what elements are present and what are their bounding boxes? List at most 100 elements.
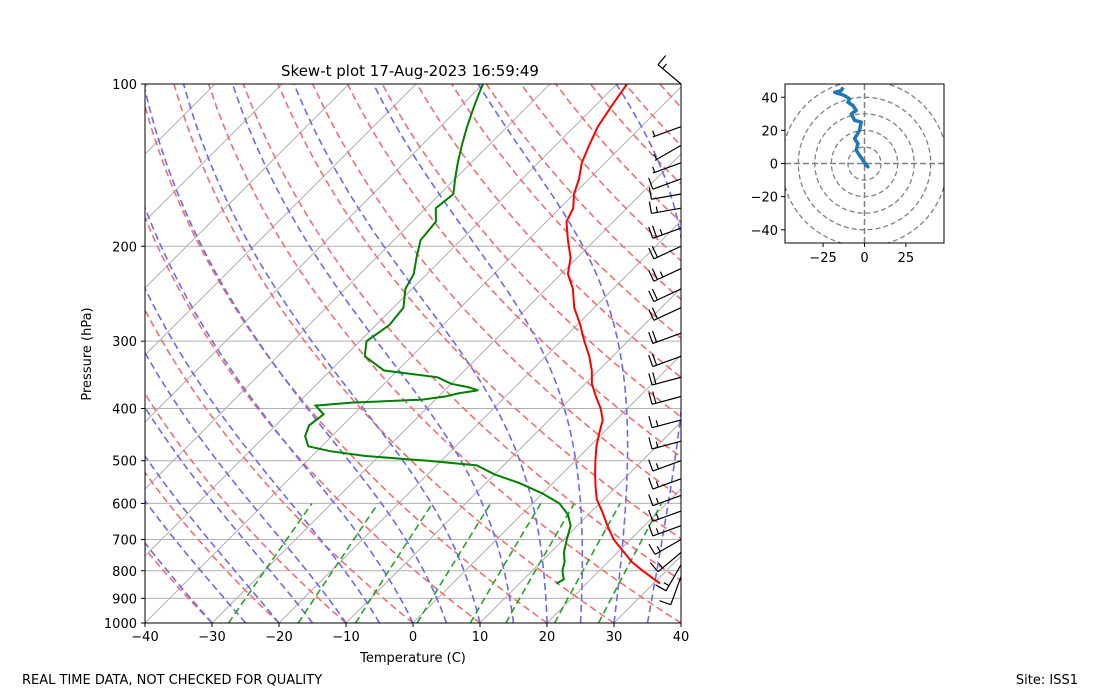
barb-shaft xyxy=(652,227,682,239)
y-tick-label: 900 xyxy=(112,592,137,607)
wind-barb xyxy=(657,55,682,85)
wind-barb xyxy=(659,576,682,606)
y-tick-label: 100 xyxy=(112,78,137,93)
quality-note: REAL TIME DATA, NOT CHECKED FOR QUALITY xyxy=(22,673,323,688)
wind-barb xyxy=(648,372,682,386)
mixing-ratio-line xyxy=(597,503,663,623)
barb-shaft xyxy=(651,419,682,429)
wind-barb xyxy=(648,353,682,368)
barb-shaft xyxy=(651,376,682,386)
skew-t-y-ticks: 1000 900 800 700 600 500 400 300 200 100 xyxy=(104,78,145,632)
barb-flag xyxy=(648,543,656,555)
x-axis-label: Temperature (C) xyxy=(359,651,466,666)
barb-shaft xyxy=(665,564,682,592)
moist-adiabat xyxy=(145,351,347,623)
dry-adiabat xyxy=(145,215,481,623)
hodograph-series xyxy=(832,86,870,169)
wind-barb xyxy=(652,126,682,138)
mixing-ratio-line xyxy=(416,502,492,623)
barb-half-flag xyxy=(656,546,661,552)
isotherm-line xyxy=(145,84,283,222)
dry-adiabat xyxy=(145,471,280,623)
wind-barb xyxy=(652,162,682,174)
dry-adiabat xyxy=(589,84,681,186)
barb-shaft xyxy=(657,64,682,85)
isotherm-line xyxy=(278,220,681,623)
dry-adiabat xyxy=(555,84,681,224)
hodo-y-tick-label: 40 xyxy=(761,91,778,106)
temperature-profile xyxy=(565,84,661,585)
barb-shaft xyxy=(652,126,682,138)
hodo-y-tick-label: 0 xyxy=(770,158,778,173)
barb-flag xyxy=(651,288,658,301)
moist-adiabat xyxy=(477,84,629,623)
moist-adiabat xyxy=(145,541,213,623)
barb-half-flag xyxy=(655,513,660,520)
dry-adiabat xyxy=(450,84,681,340)
barb-shaft xyxy=(653,268,682,282)
barb-shaft xyxy=(653,288,682,303)
hodograph: −25 0 25 −40 −20 0 20 40 xyxy=(751,83,945,266)
isotherm-line xyxy=(613,555,681,623)
wind-barb xyxy=(648,494,682,507)
barb-flag xyxy=(648,437,653,450)
y-tick-label: 300 xyxy=(112,335,137,350)
dewpoint-profile xyxy=(304,84,572,585)
hodo-x-tick-label: 25 xyxy=(898,251,915,266)
moist-adiabat xyxy=(145,86,448,623)
barb-shaft xyxy=(670,576,682,605)
barb-flag xyxy=(651,330,658,343)
isotherm-line xyxy=(546,488,681,623)
moist-adiabat xyxy=(182,84,481,623)
barb-shaft xyxy=(652,355,682,368)
x-tick-label: 20 xyxy=(539,630,556,645)
skew-t-series xyxy=(304,84,661,585)
barb-half-flag xyxy=(663,582,670,587)
wind-barb xyxy=(648,437,682,450)
barb-flag xyxy=(648,415,653,428)
wind-barb xyxy=(653,144,682,161)
wind-barb xyxy=(648,538,682,556)
barb-flag xyxy=(652,391,657,404)
barb-flag xyxy=(655,584,667,592)
barb-shaft xyxy=(657,552,682,573)
skew-t-background-lines xyxy=(145,84,681,623)
dry-adiabat xyxy=(520,84,681,262)
barb-flag xyxy=(651,353,658,366)
y-tick-label: 1000 xyxy=(104,617,137,632)
barb-flag xyxy=(657,55,667,66)
isotherm-line xyxy=(412,354,681,623)
mixing-ratio-line xyxy=(469,502,542,623)
y-tick-label: 700 xyxy=(112,534,137,549)
barb-flag xyxy=(651,307,658,319)
y-tick-label: 200 xyxy=(112,240,137,255)
barb-flag xyxy=(648,459,654,472)
wind-barb xyxy=(649,552,682,573)
hodo-x-tick-label: −25 xyxy=(809,251,836,266)
x-tick-label: −10 xyxy=(332,630,359,645)
wind-barb xyxy=(648,288,682,303)
dry-adiabat xyxy=(485,84,681,301)
x-tick-label: 0 xyxy=(409,630,417,645)
barb-flag xyxy=(648,509,654,522)
mixing-ratio-line xyxy=(354,502,434,623)
barb-shaft xyxy=(651,207,682,215)
hodo-y-tick-label: 20 xyxy=(761,124,778,139)
barb-shaft xyxy=(651,395,682,405)
dry-adiabat xyxy=(346,84,681,458)
barb-flag xyxy=(648,177,654,190)
barb-half-flag xyxy=(652,166,656,173)
barb-flag xyxy=(648,392,653,405)
wind-barb xyxy=(648,187,682,200)
dry-adiabat xyxy=(381,84,681,418)
hodo-y-tick-label: −40 xyxy=(751,224,778,239)
barb-flag xyxy=(651,268,658,280)
x-tick-label: 10 xyxy=(472,630,489,645)
skew-t-x-ticks: −40 −30 −20 −10 0 10 20 30 40 xyxy=(131,623,689,645)
isotherm-line xyxy=(680,622,681,623)
barb-shaft xyxy=(653,245,682,260)
x-tick-label: 40 xyxy=(673,630,690,645)
barb-flag xyxy=(648,309,655,321)
barb-half-flag xyxy=(655,528,660,535)
moist-adiabat xyxy=(145,205,414,623)
